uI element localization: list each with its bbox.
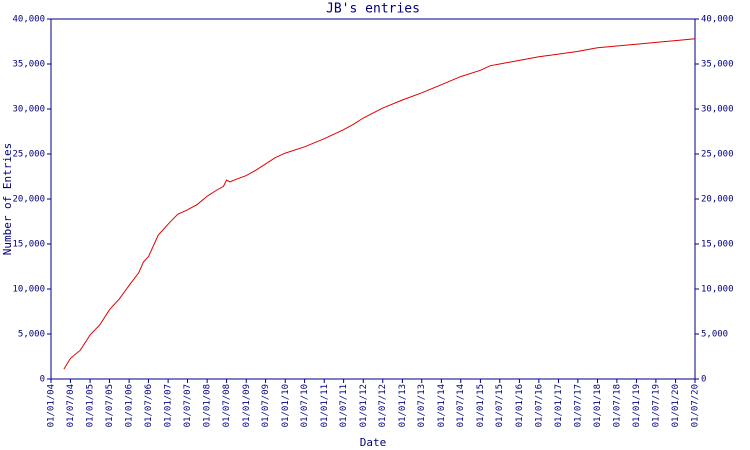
x-tick-label: 01/01/14 [437,384,447,427]
x-tick-label: 01/07/14 [456,384,466,427]
chart-title: JB's entries [326,2,420,17]
x-tick-label: 01/01/16 [515,384,525,427]
x-tick-label: 01/01/18 [593,384,603,427]
x-tick-label: 01/01/08 [203,384,213,427]
x-tick-label: 01/07/19 [651,384,661,427]
x-tick-label: 01/07/15 [495,384,505,427]
x-tick-label: 01/07/06 [144,384,154,427]
x-tick-label: 01/07/13 [417,384,427,427]
y-tick-label: 30,000 [12,105,45,115]
y-tick-label: 10,000 [12,285,45,295]
x-tick-label: 01/01/05 [86,384,96,427]
y2-tick-label: 20,000 [701,195,734,205]
x-tick-label: 01/01/19 [632,384,642,427]
x-tick-label: 01/01/04 [47,384,57,427]
y2-tick-label: 35,000 [701,60,734,70]
x-tick-label: 01/01/17 [554,384,564,427]
y-tick-label: 25,000 [12,150,45,160]
x-tick-label: 01/07/08 [222,384,232,427]
x-tick-label: 01/01/20 [671,384,681,427]
x-tick-label: 01/07/17 [573,384,583,427]
y-tick-label: 0 [40,375,45,385]
y-axis-title: Number of Entries [1,143,14,256]
data-line [63,38,696,370]
y-tick-label: 20,000 [12,195,45,205]
y2-tick-label: 30,000 [701,105,734,115]
x-tick-label: 01/01/07 [164,384,174,427]
plot-frame [50,18,696,380]
y2-tick-label: 15,000 [701,240,734,250]
x-tick-label: 01/01/10 [281,384,291,427]
x-tick-label: 01/07/11 [339,384,349,427]
x-tick-label: 01/01/06 [125,384,135,427]
x-tick-label: 01/01/13 [398,384,408,427]
x-tick-label: 01/07/10 [300,384,310,427]
x-axis-title: Date [360,436,387,449]
y2-tick-label: 40,000 [701,15,734,25]
y2-tick-label: 0 [701,375,706,385]
y-tick-label: 35,000 [12,60,45,70]
x-tick-label: 01/01/09 [242,384,252,427]
x-tick-label: 01/07/04 [66,384,76,427]
y-tick-label: 5,000 [18,330,45,340]
x-tick-label: 01/01/11 [320,384,330,427]
x-tick-label: 01/07/16 [534,384,544,427]
x-tick-label: 01/07/07 [183,384,193,427]
y-tick-label: 15,000 [12,240,45,250]
y-tick-label: 40,000 [12,15,45,25]
x-tick-label: 01/07/09 [261,384,271,427]
x-tick-label: 01/07/18 [612,384,622,427]
y2-tick-label: 25,000 [701,150,734,160]
x-tick-label: 01/07/05 [105,384,115,427]
y2-tick-label: 5,000 [701,330,728,340]
y2-tick-label: 10,000 [701,285,734,295]
x-tick-label: 01/07/12 [378,384,388,427]
x-tick-label: 01/01/12 [359,384,369,427]
x-tick-label: 01/07/20 [691,384,701,427]
x-tick-label: 01/01/15 [476,384,486,427]
